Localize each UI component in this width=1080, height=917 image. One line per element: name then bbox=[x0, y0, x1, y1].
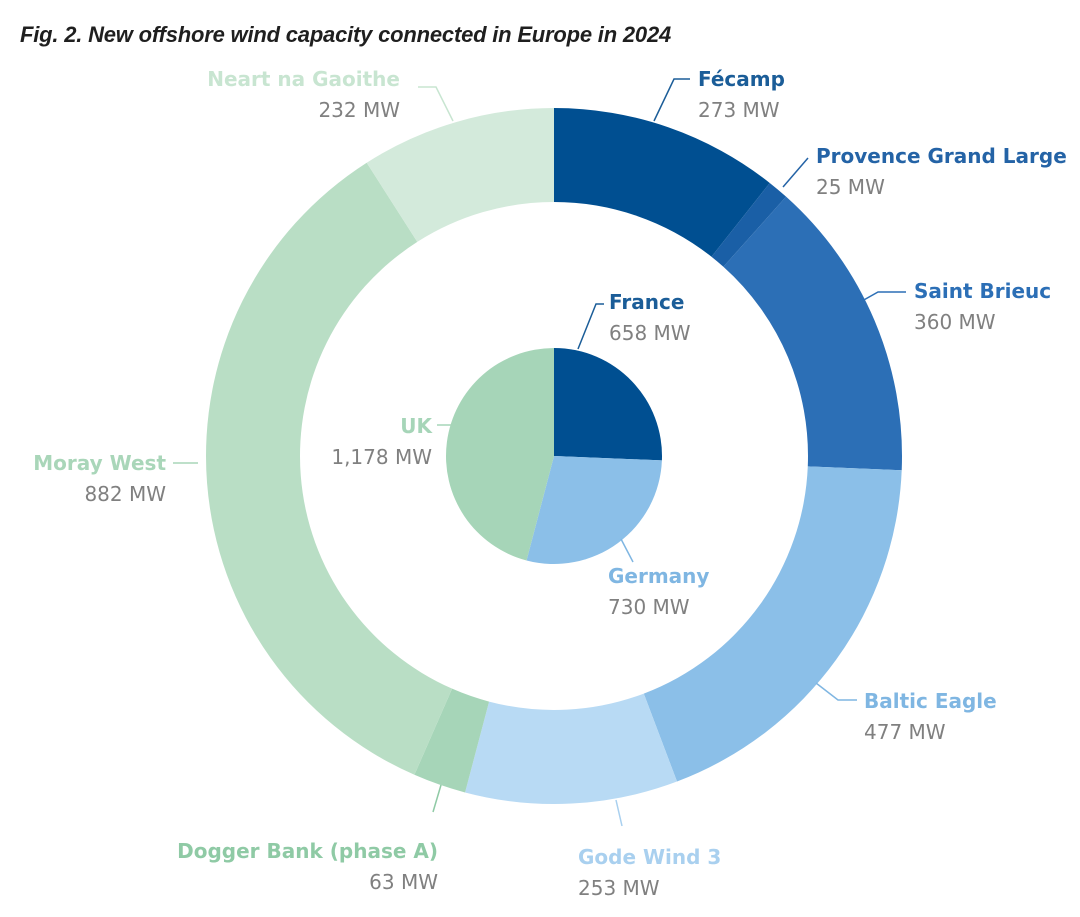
outer-value-baltic-eagle: 477 MW bbox=[864, 720, 946, 744]
outer-leader-provence-grand-large bbox=[782, 157, 809, 188]
outer-value-moray-west: 882 MW bbox=[84, 482, 166, 506]
inner-label-uk: UK bbox=[400, 414, 433, 438]
outer-slice-saint-brieuc bbox=[723, 196, 902, 471]
outer-value-dogger-bank-phase-a: 63 MW bbox=[369, 870, 438, 894]
outer-slice-fecamp bbox=[554, 108, 770, 257]
inner-leader-france bbox=[577, 303, 604, 350]
inner-slice-germany bbox=[526, 456, 662, 564]
inner-leader-germany bbox=[620, 538, 634, 563]
outer-label-provence-grand-large: Provence Grand Large bbox=[816, 144, 1067, 168]
inner-slice-uk bbox=[446, 348, 554, 561]
outer-value-fecamp: 273 MW bbox=[698, 98, 780, 122]
outer-leader-gode-wind-3 bbox=[615, 799, 623, 827]
outer-label-fecamp: Fécamp bbox=[698, 67, 785, 91]
outer-value-provence-grand-large: 25 MW bbox=[816, 175, 885, 199]
outer-leader-fecamp bbox=[653, 78, 690, 122]
outer-value-neart-na-gaoithe: 232 MW bbox=[318, 98, 400, 122]
outer-slice-provence-grand-large bbox=[711, 182, 787, 267]
outer-leader-dogger-bank-phase-a bbox=[432, 784, 442, 813]
outer-label-dogger-bank-phase-a: Dogger Bank (phase A) bbox=[177, 839, 438, 863]
inner-slice-france bbox=[554, 348, 662, 461]
outer-label-moray-west: Moray West bbox=[33, 451, 166, 475]
outer-slice-moray-west bbox=[206, 162, 453, 775]
inner-value-france: 658 MW bbox=[609, 321, 691, 345]
inner-value-uk: 1,178 MW bbox=[331, 445, 432, 469]
outer-label-baltic-eagle: Baltic Eagle bbox=[864, 689, 997, 713]
outer-slice-gode-wind-3 bbox=[465, 693, 678, 804]
inner-value-germany: 730 MW bbox=[608, 595, 690, 619]
outer-label-neart-na-gaoithe: Neart na Gaoithe bbox=[207, 67, 400, 91]
outer-slice-neart-na-gaoithe bbox=[366, 108, 554, 242]
inner-label-germany: Germany bbox=[608, 564, 709, 588]
outer-value-saint-brieuc: 360 MW bbox=[914, 310, 996, 334]
outer-leader-saint-brieuc bbox=[861, 291, 906, 302]
outer-slice-dogger-bank-phase-a bbox=[414, 688, 490, 793]
outer-label-saint-brieuc: Saint Brieuc bbox=[914, 279, 1051, 303]
outer-leader-neart-na-gaoithe bbox=[418, 86, 454, 122]
outer-label-gode-wind-3: Gode Wind 3 bbox=[578, 845, 721, 869]
chart-title: Fig. 2. New offshore wind capacity conne… bbox=[20, 22, 672, 47]
outer-slice-baltic-eagle bbox=[643, 466, 902, 782]
outer-leader-baltic-eagle bbox=[815, 682, 857, 701]
inner-label-france: France bbox=[609, 290, 684, 314]
outer-value-gode-wind-3: 253 MW bbox=[578, 876, 660, 900]
